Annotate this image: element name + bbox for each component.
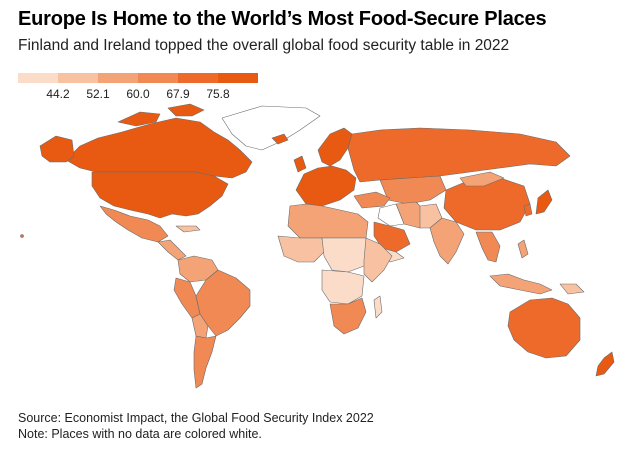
country-brazil	[195, 269, 251, 337]
country-united-states	[91, 171, 229, 219]
country-australia	[507, 297, 581, 359]
country-madagascar	[373, 295, 383, 319]
country-saudi-arabia	[373, 221, 411, 253]
country-mexico	[99, 205, 169, 243]
country-kazakhstan	[379, 175, 447, 205]
legend-tick-2: 52.1	[86, 87, 110, 101]
country-bolivia	[191, 313, 209, 339]
country-canada	[65, 117, 253, 179]
country-canada-arctic	[117, 103, 205, 127]
country-china	[443, 177, 531, 231]
country-scandinavia	[317, 127, 353, 167]
legend-swatch-2	[58, 73, 98, 83]
country-east-africa	[363, 237, 393, 283]
legend-swatch-5	[178, 73, 218, 83]
country-central-america	[157, 239, 187, 261]
legend-tick-1: 44.2	[46, 87, 70, 101]
country-india	[429, 217, 465, 265]
country-turkey	[353, 191, 391, 209]
chart-footer: Source: Economist Impact, the Global Foo…	[18, 410, 374, 442]
legend-tick-5: 75.8	[206, 87, 230, 101]
source-note: Source: Economist Impact, the Global Foo…	[18, 411, 374, 425]
country-russia	[347, 127, 571, 183]
chart-subtitle: Finland and Ireland topped the overall g…	[18, 37, 510, 54]
legend-swatch-6	[218, 73, 258, 83]
nodata-note: Note: Places with no data are colored wh…	[18, 427, 262, 441]
legend-swatch-4	[138, 73, 178, 83]
country-uk-ireland	[293, 155, 307, 173]
country-west-africa	[277, 235, 325, 263]
country-iceland	[271, 133, 289, 145]
country-cuba	[175, 225, 201, 233]
country-mongolia	[459, 171, 505, 187]
country-peru	[173, 277, 201, 319]
country-southeast-asia	[475, 231, 501, 263]
country-japan	[535, 189, 553, 215]
country-congo-angola	[321, 269, 365, 305]
country-indonesia	[489, 273, 553, 295]
country-philippines	[517, 239, 529, 259]
country-iraq-syria	[377, 203, 405, 227]
world-map	[20, 103, 615, 389]
legend-swatch-1	[18, 73, 58, 83]
country-papua-new-guinea	[559, 283, 585, 295]
country-greenland	[221, 105, 321, 151]
legend-swatch-3	[98, 73, 138, 83]
country-south-africa	[329, 297, 367, 335]
country-small-island	[20, 234, 24, 238]
country-new-zealand	[595, 351, 615, 377]
country-north-africa	[287, 203, 369, 239]
chart-title: Europe Is Home to the World’s Most Food-…	[18, 8, 547, 30]
legend-tick-3: 60.0	[126, 87, 150, 101]
country-argentina	[193, 335, 217, 389]
legend-tick-4: 67.9	[166, 87, 190, 101]
country-western-europe	[295, 165, 357, 207]
country-korea	[523, 203, 533, 217]
country-alaska	[39, 135, 75, 163]
